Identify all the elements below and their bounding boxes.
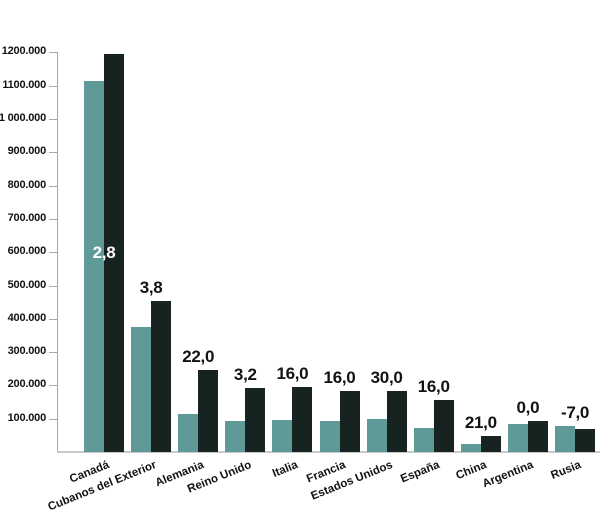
y-axis-tick xyxy=(49,218,57,220)
bar-black-series xyxy=(104,54,124,452)
category-label: Rusia xyxy=(548,459,583,482)
y-axis-tick xyxy=(49,252,57,254)
y-axis-tick xyxy=(49,352,57,354)
y-axis-tick xyxy=(49,152,57,154)
bar-black-series xyxy=(339,391,360,452)
y-tick-label: 200.000 xyxy=(7,378,47,391)
y-tick-label: 500.000 xyxy=(7,278,47,291)
x-axis-line xyxy=(57,451,600,453)
bar-black-series xyxy=(480,436,501,452)
bar-black-series xyxy=(245,388,266,452)
y-axis-tick xyxy=(49,385,57,387)
bar-black-series xyxy=(527,421,548,452)
y-tick-label: 1200.000 xyxy=(1,45,46,58)
y-axis-tick xyxy=(49,52,57,54)
bar-black-series xyxy=(386,391,407,452)
y-tick-label: 300.000 xyxy=(7,345,47,358)
y-tick-label: 700.000 xyxy=(7,211,47,224)
value-label: 30,0 xyxy=(370,368,403,388)
y-tick-label: 800.000 xyxy=(7,178,47,191)
category-label: Estados Unidos xyxy=(309,459,395,503)
category-label: España xyxy=(398,459,442,486)
value-label: 0,0 xyxy=(516,398,540,418)
bar-teal-series xyxy=(507,423,528,452)
y-tick-label: 600.000 xyxy=(7,245,47,258)
y-axis-tick xyxy=(49,418,57,420)
value-label: 3,8 xyxy=(139,278,163,298)
bar-teal-series xyxy=(225,421,246,452)
value-label: 16,0 xyxy=(323,368,356,388)
value-label: 3,2 xyxy=(233,365,257,385)
y-axis-tick xyxy=(49,85,57,87)
bar-teal-series xyxy=(460,443,481,452)
bar-teal-series xyxy=(319,421,340,452)
bar-black-series xyxy=(575,429,595,452)
y-tick-label: 1 000.000 xyxy=(0,112,46,124)
y-tick-label: 400.000 xyxy=(7,311,47,324)
value-label: 16,0 xyxy=(276,364,309,384)
bar-teal-series xyxy=(178,413,199,452)
category-label: Italia xyxy=(271,459,300,480)
bar-teal-series xyxy=(84,80,104,452)
y-tick-label: 100.000 xyxy=(7,411,47,424)
category-label: Argentina xyxy=(481,459,536,491)
bar-black-series xyxy=(292,387,313,452)
y-axis-line xyxy=(57,52,58,452)
bar-black-series xyxy=(198,370,219,452)
bar-teal-series xyxy=(272,420,293,452)
bar-black-series xyxy=(151,301,172,452)
bar-black-series xyxy=(433,400,454,452)
y-axis-tick xyxy=(49,185,57,187)
value-label: 16,0 xyxy=(417,377,450,397)
bar-teal-series xyxy=(555,426,575,452)
y-tick-label: 1100.000 xyxy=(2,78,46,91)
y-axis-tick xyxy=(49,318,57,320)
y-tick-label: 900.000 xyxy=(7,145,47,158)
bar-teal-series xyxy=(366,419,387,452)
y-axis-tick xyxy=(49,285,57,287)
bar-teal-series xyxy=(413,428,434,452)
value-label: -7,0 xyxy=(560,403,590,423)
value-label: 21,0 xyxy=(464,413,497,433)
bar-teal-series xyxy=(131,327,152,452)
value-label: 2,8 xyxy=(92,243,116,262)
y-axis-tick xyxy=(49,119,57,120)
value-label: 22,0 xyxy=(182,347,215,367)
